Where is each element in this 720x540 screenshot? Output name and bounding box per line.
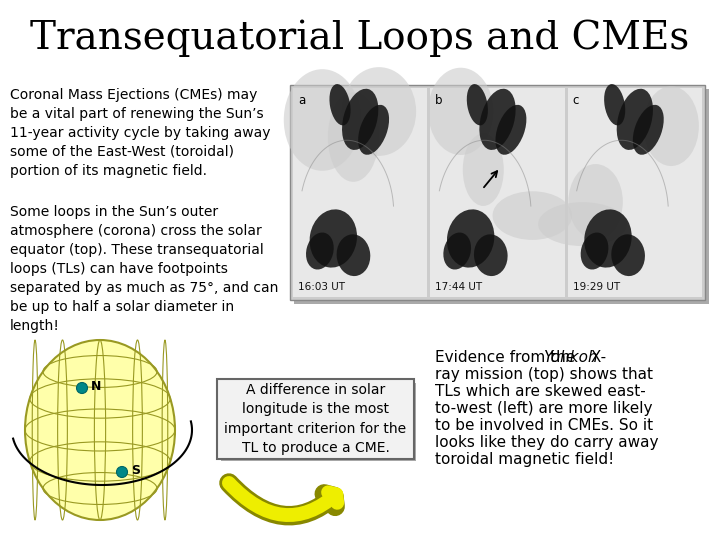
Text: to be involved in CMEs. So it: to be involved in CMEs. So it: [435, 418, 653, 433]
Bar: [221, 383, 416, 461]
Ellipse shape: [428, 68, 493, 155]
Bar: [567, 88, 702, 297]
Bar: [567, 88, 702, 297]
Ellipse shape: [117, 467, 127, 477]
Ellipse shape: [492, 191, 572, 240]
FancyBboxPatch shape: [217, 379, 414, 459]
Text: Transequatorial Loops and CMEs: Transequatorial Loops and CMEs: [30, 19, 690, 57]
Ellipse shape: [342, 67, 416, 156]
Ellipse shape: [310, 210, 357, 268]
Ellipse shape: [337, 234, 370, 276]
Ellipse shape: [447, 210, 495, 268]
Ellipse shape: [76, 382, 88, 394]
Text: TLs which are skewed east-: TLs which are skewed east-: [435, 384, 646, 399]
Ellipse shape: [330, 84, 351, 125]
Text: 19:29 UT: 19:29 UT: [572, 282, 620, 292]
Ellipse shape: [643, 86, 699, 166]
Ellipse shape: [617, 89, 653, 150]
Text: 16:03 UT: 16:03 UT: [298, 282, 345, 292]
Ellipse shape: [444, 233, 471, 269]
Text: ray mission (top) shows that: ray mission (top) shows that: [435, 367, 653, 382]
Ellipse shape: [342, 89, 378, 150]
Ellipse shape: [633, 105, 664, 155]
Ellipse shape: [604, 84, 625, 125]
Text: Coronal Mass Ejections (CMEs) may
be a vital part of renewing the Sun’s
11-year : Coronal Mass Ejections (CMEs) may be a v…: [10, 88, 271, 178]
Ellipse shape: [358, 105, 389, 155]
Ellipse shape: [25, 340, 175, 520]
Text: N: N: [91, 380, 102, 393]
Ellipse shape: [495, 105, 526, 155]
Ellipse shape: [611, 234, 645, 276]
Bar: [431, 88, 564, 297]
Bar: [293, 88, 428, 297]
Ellipse shape: [328, 92, 379, 182]
Bar: [294, 89, 709, 304]
Ellipse shape: [467, 84, 488, 125]
Ellipse shape: [580, 233, 608, 269]
Text: 17:44 UT: 17:44 UT: [436, 282, 482, 292]
Text: S: S: [131, 463, 140, 476]
Text: Some loops in the Sun’s outer
atmosphere (corona) cross the solar
equator (top).: Some loops in the Sun’s outer atmosphere…: [10, 205, 279, 333]
Ellipse shape: [306, 233, 334, 269]
Text: Yohkoh: Yohkoh: [543, 350, 598, 365]
Text: b: b: [436, 94, 443, 107]
Text: X-: X-: [586, 350, 606, 365]
Text: looks like they do carry away: looks like they do carry away: [435, 435, 659, 450]
Text: a: a: [298, 94, 305, 107]
Ellipse shape: [568, 164, 623, 239]
Ellipse shape: [538, 202, 627, 246]
Text: A difference in solar
longitude is the most
important criterion for the
TL to pr: A difference in solar longitude is the m…: [225, 383, 407, 455]
Bar: [431, 88, 564, 297]
Ellipse shape: [584, 210, 631, 268]
Bar: [293, 88, 428, 297]
Ellipse shape: [284, 69, 361, 171]
Text: to-west (left) are more likely: to-west (left) are more likely: [435, 401, 652, 416]
Text: Evidence from the: Evidence from the: [435, 350, 580, 365]
Ellipse shape: [480, 89, 516, 150]
Bar: [290, 85, 705, 300]
Text: c: c: [572, 94, 579, 107]
Text: toroidal magnetic field!: toroidal magnetic field!: [435, 452, 614, 467]
Ellipse shape: [474, 234, 508, 276]
Ellipse shape: [463, 133, 504, 206]
